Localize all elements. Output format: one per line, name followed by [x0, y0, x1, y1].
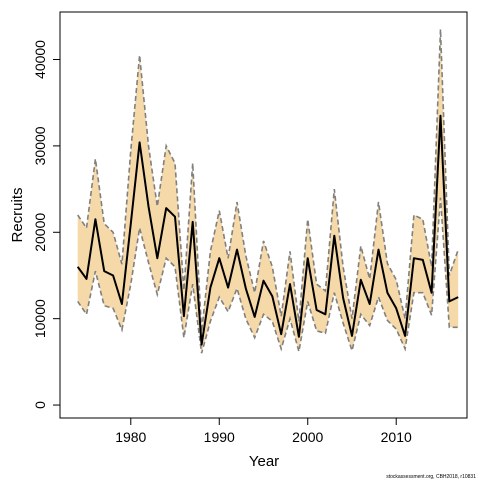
confidence-band-area — [77, 29, 459, 354]
y-tick-label: 20000 — [32, 213, 48, 252]
estimate-line — [76, 114, 459, 346]
y-tick-label: 10000 — [32, 299, 48, 338]
x-axis: 1980 1990 2000 2010 — [115, 418, 412, 445]
plot-frame — [59, 11, 468, 419]
y-axis-title: Recruits — [9, 187, 26, 242]
x-axis-title: Year — [249, 453, 279, 470]
confidence-bounds — [77, 29, 459, 354]
credit-note: stockassessment.org, CBH2018, r10831 — [386, 474, 476, 480]
x-tick-label: 2000 — [292, 429, 323, 445]
x-tick-label: 1980 — [115, 429, 146, 445]
estimate-series — [76, 114, 459, 346]
y-axis: 0 10000 20000 30000 40000 — [32, 40, 60, 409]
y-tick-label: 30000 — [32, 126, 48, 165]
lower-bound-line — [77, 197, 459, 354]
x-tick-label: 2010 — [381, 429, 412, 445]
y-tick-label: 40000 — [32, 40, 48, 79]
y-tick-label: 0 — [32, 401, 48, 409]
confidence-band — [77, 29, 459, 354]
x-tick-label: 1990 — [204, 429, 235, 445]
upper-bound-line — [77, 29, 459, 332]
